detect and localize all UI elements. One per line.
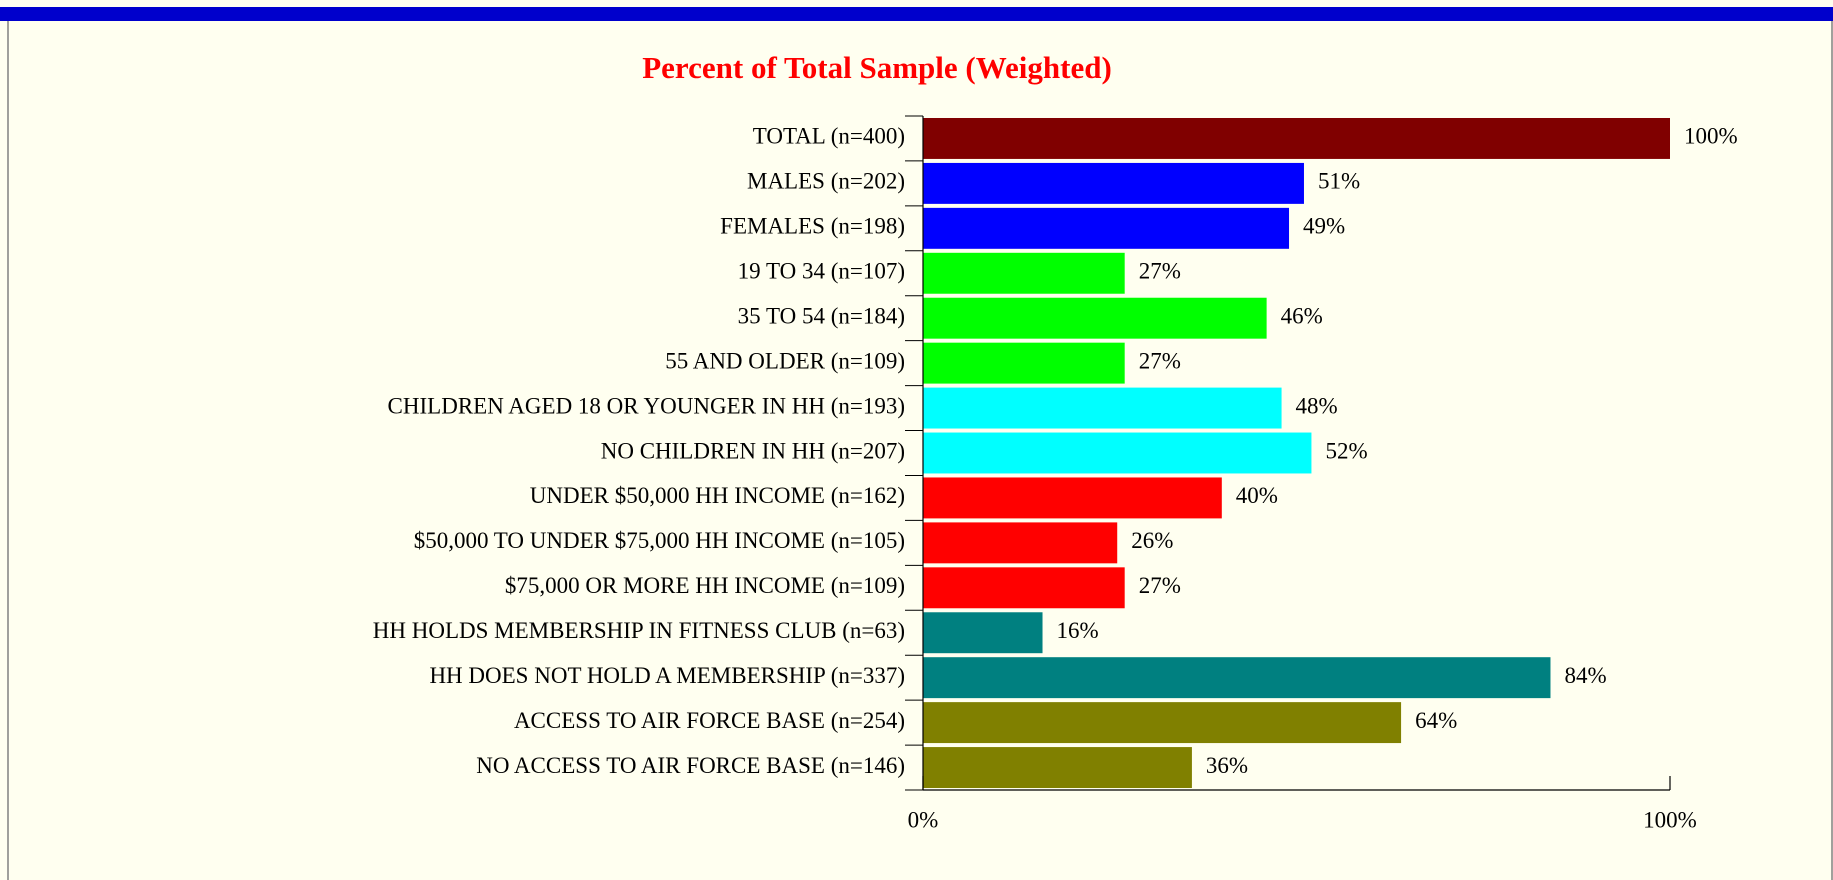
y-tick-label: CHILDREN AGED 18 OR YOUNGER IN HH (n=193… (388, 393, 905, 418)
data-label: 64% (1415, 708, 1457, 733)
bar (923, 702, 1402, 744)
data-label: 27% (1139, 259, 1181, 284)
y-tick-label: TOTAL (n=400) (753, 124, 905, 149)
chart-title: Percent of Total Sample (Weighted) (642, 50, 1112, 85)
y-tick-label: $50,000 TO UNDER $75,000 HH INCOME (n=10… (414, 528, 905, 553)
bar (923, 252, 1125, 294)
data-label: 48% (1296, 393, 1338, 418)
y-tick-label: 35 TO 54 (n=184) (738, 303, 905, 328)
x-tick-label: 100% (1643, 807, 1697, 832)
data-label: 26% (1131, 528, 1173, 553)
data-label: 46% (1281, 303, 1323, 328)
bar (923, 747, 1192, 788)
data-label: 36% (1206, 753, 1248, 778)
data-label: 100% (1684, 124, 1738, 149)
bar (923, 612, 1043, 654)
data-label: 51% (1318, 169, 1360, 194)
y-tick-label: NO CHILDREN IN HH (n=207) (601, 438, 905, 463)
y-tick-label: FEMALES (n=198) (720, 214, 905, 239)
bar (923, 387, 1282, 429)
bar (923, 567, 1125, 609)
top-bar (0, 7, 1833, 21)
data-label: 52% (1325, 438, 1367, 463)
y-tick-label: 19 TO 34 (n=107) (738, 259, 905, 284)
y-tick-label: ACCESS TO AIR FORCE BASE (n=254) (514, 708, 905, 733)
y-tick-label: UNDER $50,000 HH INCOME (n=162) (530, 483, 905, 508)
x-tick-label: 0% (908, 807, 939, 832)
y-tick-label: HH DOES NOT HOLD A MEMBERSHIP (n=337) (429, 663, 905, 688)
data-label: 27% (1139, 573, 1181, 598)
bar (923, 162, 1304, 204)
bar (923, 297, 1267, 339)
bar (923, 477, 1222, 519)
bar (923, 342, 1125, 384)
y-tick-label: HH HOLDS MEMBERSHIP IN FITNESS CLUB (n=6… (373, 618, 905, 643)
bar (923, 207, 1290, 249)
data-label: 40% (1236, 483, 1278, 508)
data-label: 27% (1139, 348, 1181, 373)
bar (923, 432, 1312, 474)
y-tick-label: 55 AND OLDER (n=109) (665, 348, 905, 373)
data-label: 49% (1303, 214, 1345, 239)
data-label: 16% (1057, 618, 1099, 643)
bar (923, 522, 1118, 564)
y-tick-label: $75,000 OR MORE HH INCOME (n=109) (505, 573, 905, 598)
y-tick-label: MALES (n=202) (747, 169, 905, 194)
data-label: 84% (1564, 663, 1606, 688)
y-tick-label: NO ACCESS TO AIR FORCE BASE (n=146) (476, 753, 905, 778)
bar (923, 657, 1551, 699)
bar (923, 118, 1670, 159)
